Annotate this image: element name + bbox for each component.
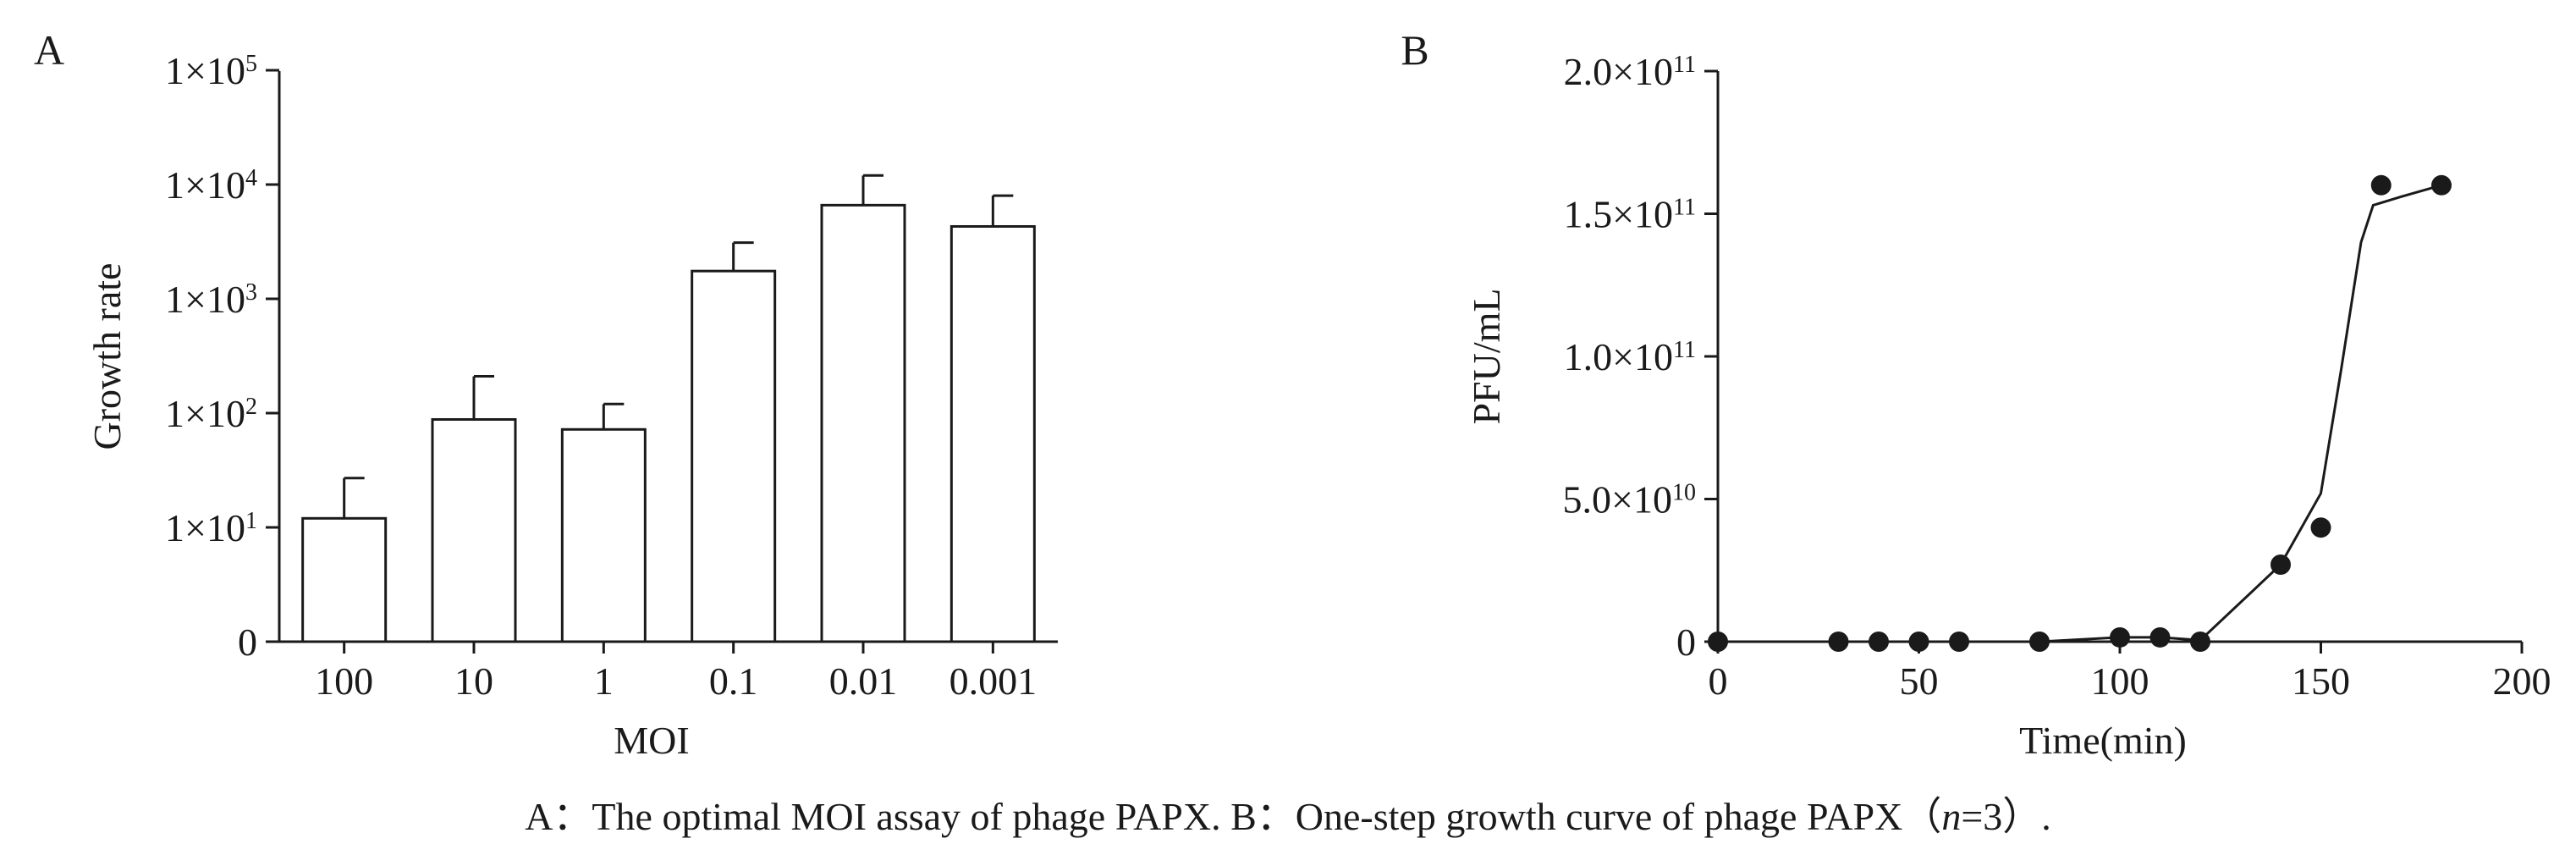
- figure-caption: A：The optimal MOI assay of phage PAPX. B…: [0, 786, 2576, 841]
- data-point: [1908, 632, 1929, 652]
- data-point: [2271, 554, 2291, 576]
- y-tick-label: 0: [1676, 621, 1696, 664]
- data-point: [1708, 632, 1728, 652]
- panel-a: A 0 1×101 1×102 1×103 1×104 1×105 100 10 1 0.1 0.01…: [34, 26, 1058, 762]
- bar: [431, 417, 517, 643]
- bar: [691, 269, 777, 643]
- x-tick-label: 0.001: [949, 659, 1038, 703]
- x-tick-label: 100: [315, 659, 373, 703]
- y-tick-label: 1×102: [165, 392, 257, 435]
- y-axis-label: Growth rate: [85, 263, 129, 450]
- data-point: [2029, 632, 2050, 652]
- x-tick-label: 10: [454, 659, 493, 703]
- y-tick-label: 1.0×1011: [1564, 335, 1696, 378]
- data-point: [1949, 632, 1969, 652]
- y-tick-label: 1.5×1011: [1564, 193, 1696, 236]
- x-axis-label: MOI: [614, 719, 689, 762]
- caption-part2: =3）.: [1961, 795, 2051, 838]
- data-point: [1828, 632, 1849, 652]
- y-tick-label: 2.0×1011: [1564, 50, 1696, 93]
- panel-label-b: B: [1401, 26, 1428, 74]
- y-tick-label: 1×103: [165, 278, 257, 321]
- bar: [301, 516, 388, 643]
- caption-part1: A：The optimal MOI assay of phage PAPX. B…: [525, 795, 1942, 838]
- y-tick-label: 5.0×1010: [1563, 478, 1696, 521]
- bar: [560, 428, 647, 643]
- x-tick-label: 50: [1900, 659, 1939, 703]
- y-axis-label: PFU/mL: [1465, 288, 1508, 424]
- data-point: [2431, 174, 2452, 196]
- x-tick-label: 0: [1709, 659, 1728, 703]
- figure: A 0 1×101 1×102 1×103 1×104 1×105 100 10 1 0.1 0.01…: [34, 26, 2551, 762]
- x-tick-label: 0.1: [709, 659, 758, 703]
- series-line: [1718, 184, 2442, 643]
- y-tick-label: 1×101: [165, 506, 257, 549]
- panel-b: B 0 5.0×1010 1.0×1011 1.5×1011 2.0×1011 0 50 100…: [1401, 26, 2551, 762]
- x-tick-label: 1: [594, 659, 614, 703]
- y-tick-label: 1×105: [165, 49, 257, 92]
- data-point: [2149, 626, 2171, 648]
- x-axis-label: Time(min): [2019, 719, 2187, 762]
- data-point: [2310, 517, 2331, 538]
- data-point: [2370, 174, 2392, 196]
- data-point: [2190, 632, 2210, 652]
- x-tick-label: 0.01: [829, 659, 898, 703]
- data-point: [2110, 626, 2130, 648]
- bar: [820, 203, 906, 643]
- caption-italic: n: [1941, 795, 1962, 838]
- y-tick-label: 0: [238, 621, 257, 664]
- x-tick-label: 200: [2493, 659, 2551, 703]
- x-tick-label: 100: [2091, 659, 2149, 703]
- y-tick-label: 1×104: [165, 163, 257, 207]
- bar: [949, 224, 1036, 643]
- data-point: [1869, 632, 1889, 652]
- panel-label-a: A: [34, 26, 64, 74]
- x-tick-label: 150: [2292, 659, 2350, 703]
